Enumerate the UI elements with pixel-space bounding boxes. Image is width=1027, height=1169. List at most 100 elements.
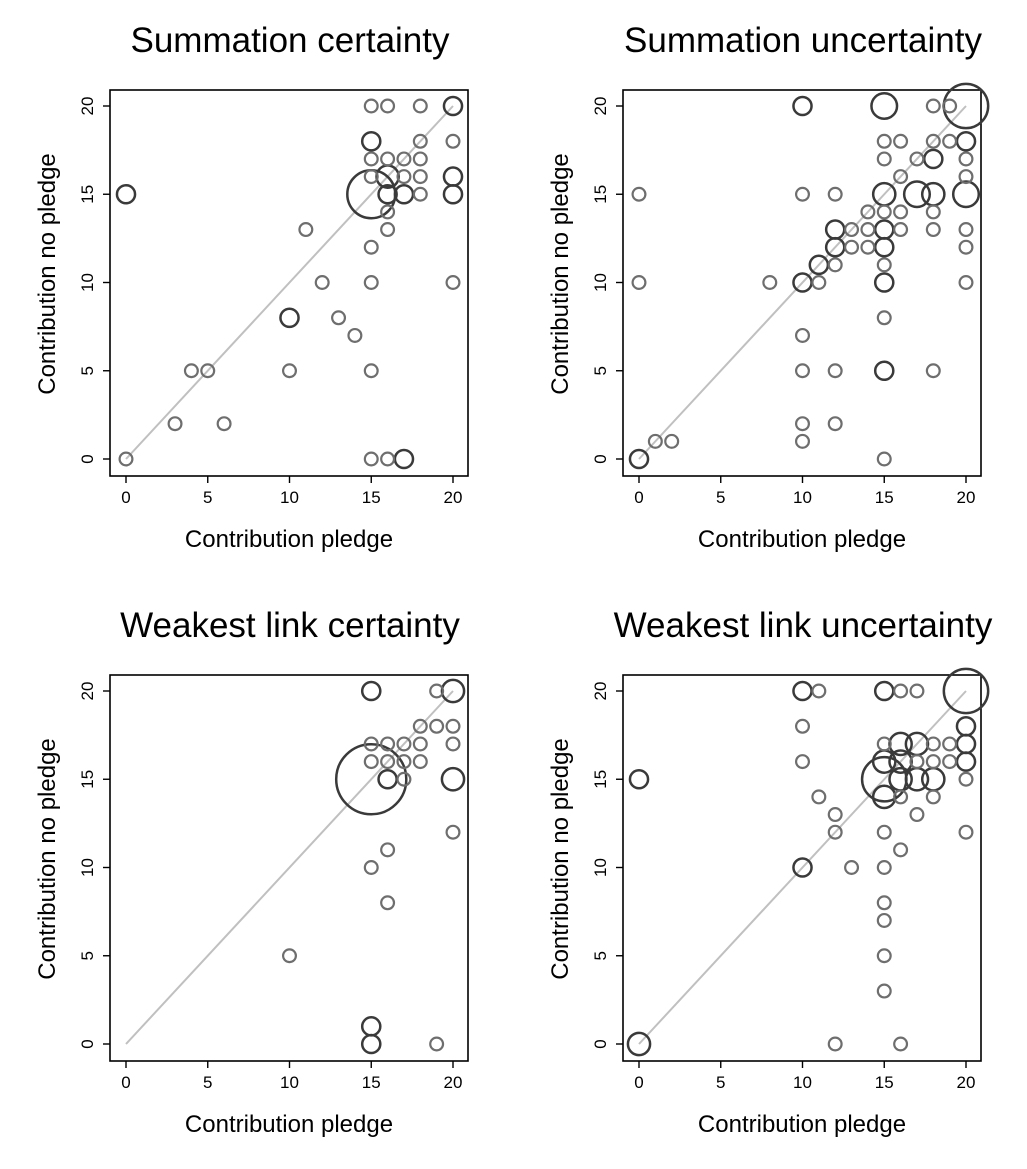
x-tick-label: 0 [634, 488, 643, 507]
data-point-bubble [958, 222, 974, 238]
data-point-bubble [795, 363, 811, 379]
y-tick-label: 5 [591, 366, 610, 375]
y-tick-label: 20 [591, 682, 610, 701]
data-point-bubble [958, 169, 974, 185]
data-point-bubble [888, 731, 913, 757]
data-point-bubble [396, 771, 412, 787]
data-point-bubble [445, 133, 461, 149]
x-tick-label: 20 [444, 488, 463, 507]
reference-line-y-equals-x [638, 105, 967, 460]
data-point-bubble [363, 754, 379, 770]
y-tick-label: 0 [78, 454, 97, 463]
data-point-bubble [844, 222, 860, 238]
data-point-bubble [412, 754, 428, 770]
data-point-bubble [925, 204, 941, 220]
data-point-bubble [115, 183, 137, 205]
data-point-bubble [334, 742, 408, 816]
data-point-bubble [860, 222, 876, 238]
data-point-bubble [795, 416, 811, 432]
data-point-bubble [876, 912, 892, 928]
bubble-markers [115, 95, 464, 470]
panel-summation-certainty: Summation certainty 0 5 10 15 20 0 5 10 15 20 Contr… [0, 0, 513, 584]
data-point-bubble [429, 683, 445, 699]
data-point-bubble [860, 239, 876, 255]
data-point-bubble [958, 239, 974, 255]
data-point-bubble [363, 451, 379, 467]
data-point-bubble [827, 186, 843, 202]
x-axis-label: Contribution pledge [185, 1111, 393, 1138]
data-point-bubble [876, 895, 892, 911]
y-tick-label: 5 [78, 951, 97, 960]
bubble-markers [628, 82, 990, 470]
scatter-plot-summation-uncertainty: Summation uncertainty 0 5 10 15 20 0 5 10 15 20 Con… [547, 21, 990, 553]
data-point-bubble [377, 183, 398, 205]
data-point-bubble [893, 789, 909, 805]
data-point-bubble [844, 860, 860, 876]
y-tick-label: 20 [591, 97, 610, 116]
data-point-bubble [811, 789, 827, 805]
bubble-markers [626, 667, 990, 1057]
data-point-bubble [442, 95, 464, 117]
y-axis-label: Contribution no pledge [547, 153, 574, 395]
data-point-bubble [216, 416, 232, 432]
data-point-bubble [942, 736, 958, 752]
data-point-bubble [380, 736, 396, 752]
data-point-bubble [893, 133, 909, 149]
data-point-bubble [380, 842, 396, 858]
bubble-markers [282, 678, 466, 1055]
x-tick-label: 0 [121, 1073, 130, 1092]
x-tick-label: 15 [362, 488, 381, 507]
y-axis-label: Contribution no pledge [34, 738, 61, 980]
data-point-bubble [827, 1036, 843, 1052]
data-point-bubble [876, 983, 892, 999]
x-tick-label: 10 [793, 488, 812, 507]
data-point-bubble [860, 204, 876, 220]
data-point-bubble [628, 768, 650, 790]
x-tick-label: 15 [875, 488, 894, 507]
data-point-bubble [876, 948, 892, 964]
data-point-bubble [440, 678, 466, 704]
data-point-bubble [412, 133, 428, 149]
data-point-bubble [445, 718, 461, 734]
data-point-bubble [893, 222, 909, 238]
data-point-bubble [396, 736, 412, 752]
data-point-bubble [827, 824, 843, 840]
data-point-bubble [876, 310, 892, 326]
y-tick-label: 5 [591, 951, 610, 960]
data-point-bubble [909, 807, 925, 823]
y-tick-label: 15 [78, 770, 97, 789]
data-point-bubble [412, 736, 428, 752]
data-point-bubble [631, 186, 647, 202]
data-point-bubble [909, 151, 925, 167]
data-point-bubble [951, 180, 981, 209]
panel-weakest-link-uncertainty: Weakest link uncertainty 0 5 10 15 20 0 5 10 15 20… [513, 585, 1026, 1169]
y-tick-label: 10 [78, 273, 97, 292]
scatter-plot-weakest-link-uncertainty: Weakest link uncertainty 0 5 10 15 20 0 5 10 15 20… [547, 606, 993, 1138]
data-point-bubble [792, 857, 813, 878]
data-point-bubble [363, 239, 379, 255]
x-tick-label: 0 [121, 488, 130, 507]
data-point-bubble [958, 771, 974, 787]
reference-line-y-equals-x [125, 105, 454, 460]
data-point-bubble [445, 275, 461, 291]
data-point-bubble [429, 718, 445, 734]
data-point-bubble [795, 754, 811, 770]
x-tick-label: 20 [957, 488, 976, 507]
y-tick-label: 15 [78, 185, 97, 204]
data-point-bubble [925, 789, 941, 805]
data-point-bubble [380, 754, 396, 770]
data-point-bubble [412, 718, 428, 734]
data-point-bubble [795, 327, 811, 343]
data-point-bubble [893, 204, 909, 220]
data-point-bubble [792, 95, 813, 117]
data-point-bubble [876, 204, 892, 220]
data-point-bubble [363, 98, 379, 114]
data-point-bubble [363, 736, 379, 752]
x-axis-label: Contribution pledge [698, 1111, 906, 1138]
data-point-bubble [183, 363, 199, 379]
data-point-bubble [380, 222, 396, 238]
x-tick-label: 20 [957, 1073, 976, 1092]
data-point-bubble [363, 275, 379, 291]
chart-title: Summation uncertainty [624, 21, 982, 60]
data-point-bubble [942, 754, 958, 770]
